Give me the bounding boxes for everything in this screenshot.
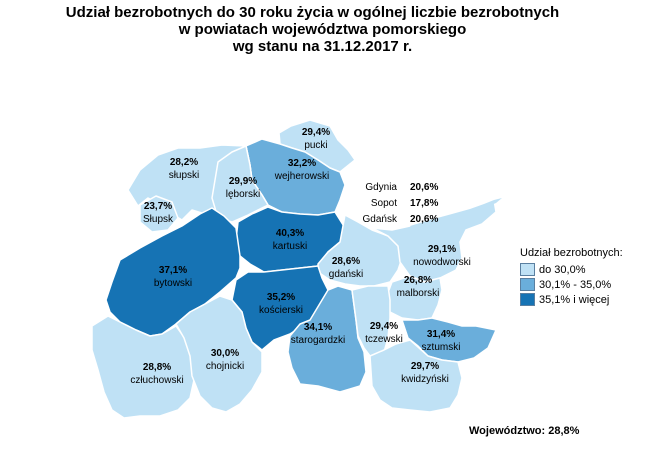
city-name-sopot: Sopot [371, 198, 397, 209]
district-value-słupski: 28,2% [170, 157, 198, 168]
legend-swatch-high [520, 293, 535, 306]
district-value-sztumski: 31,4% [427, 329, 455, 340]
district-name-lęborski: lęborski [226, 189, 260, 200]
district-name-gdański: gdański [329, 269, 363, 280]
district-name-kwidzyński: kwidzyński [401, 374, 449, 385]
title-line-2: w powiatach województwa pomorskiego [178, 21, 467, 38]
district-name-malborski: malborski [397, 288, 440, 299]
district-value-gdański: 28,6% [332, 256, 360, 267]
district-value-tczewski: 29,4% [370, 321, 398, 332]
city-name-gdańsk: Gdańsk [363, 214, 398, 225]
legend-item-high: 35,1% i więcej [520, 292, 623, 307]
district-name-kartuski: kartuski [273, 241, 307, 252]
district-value-człuchowski: 28,8% [143, 362, 171, 373]
legend-item-low: do 30,0% [520, 262, 623, 277]
district-name-sztumski: sztumski [422, 342, 461, 353]
title-line-3: wg stanu na 31.12.2017 r. [232, 38, 413, 55]
district-name-pucki: pucki [304, 140, 327, 151]
legend-label-low: do 30,0% [539, 263, 586, 276]
voivodeship-total: Województwo: 28,8% [469, 425, 580, 437]
district-name-człuchowski: człuchowski [130, 375, 183, 386]
district-value-kartuski: 40,3% [276, 228, 304, 239]
district-value-kościerski: 35,2% [267, 292, 295, 303]
legend-title: Udział bezrobotnych: [520, 247, 623, 259]
district-value-lęborski: 29,9% [229, 176, 257, 187]
legend-item-mid: 30,1% - 35,0% [520, 277, 623, 292]
legend: Udział bezrobotnych: do 30,0% 30,1% - 35… [520, 247, 623, 307]
district-value-kwidzyński: 29,7% [411, 361, 439, 372]
district-value-pucki: 29,4% [302, 127, 330, 138]
district-value-nowodworski: 29,1% [428, 244, 456, 255]
legend-label-mid: 30,1% - 35,0% [539, 278, 612, 291]
legend-swatch-mid [520, 278, 535, 291]
district-name-bytowski: bytowski [154, 278, 192, 289]
district-name-tczewski: tczewski [365, 334, 403, 345]
legend-label-high: 35,1% i więcej [539, 293, 610, 306]
district-name-starogardzki: starogardzki [291, 335, 345, 346]
district-name-nowodworski: nowodworski [413, 257, 471, 268]
district-człuchowski[interactable] [91, 315, 195, 419]
district-value-chojnicki: 30,0% [211, 348, 239, 359]
legend-swatch-low [520, 263, 535, 276]
district-name-słupski: słupski [169, 170, 200, 181]
district-value-bytowski: 37,1% [159, 265, 187, 276]
district-starogardzki[interactable] [287, 285, 367, 393]
district-name-słupsk: Słupsk [143, 214, 174, 225]
district-value-malborski: 26,8% [404, 275, 432, 286]
district-value-wejherowski: 32,2% [288, 158, 316, 169]
map-title: Udział bezrobotnych do 30 roku życia w o… [0, 4, 645, 55]
district-name-kościerski: kościerski [259, 305, 303, 316]
bay-of-gdansk [338, 140, 410, 232]
district-name-chojnicki: chojnicki [206, 361, 244, 372]
city-value-gdynia: 20,6% [410, 182, 438, 193]
district-value-starogardzki: 34,1% [304, 322, 332, 333]
title-line-1: Udział bezrobotnych do 30 roku życia w o… [65, 4, 560, 21]
district-value-słupsk: 23,7% [144, 201, 172, 212]
vistula-spit [410, 198, 502, 230]
city-value-gdańsk: 20,6% [410, 214, 438, 225]
district-name-wejherowski: wejherowski [274, 171, 329, 182]
district-kwidzyński[interactable] [369, 339, 463, 413]
city-value-sopot: 17,8% [410, 198, 438, 209]
district-chojnicki[interactable] [175, 295, 263, 413]
city-name-gdynia: Gdynia [365, 182, 397, 193]
district-słupsk[interactable] [139, 195, 179, 233]
